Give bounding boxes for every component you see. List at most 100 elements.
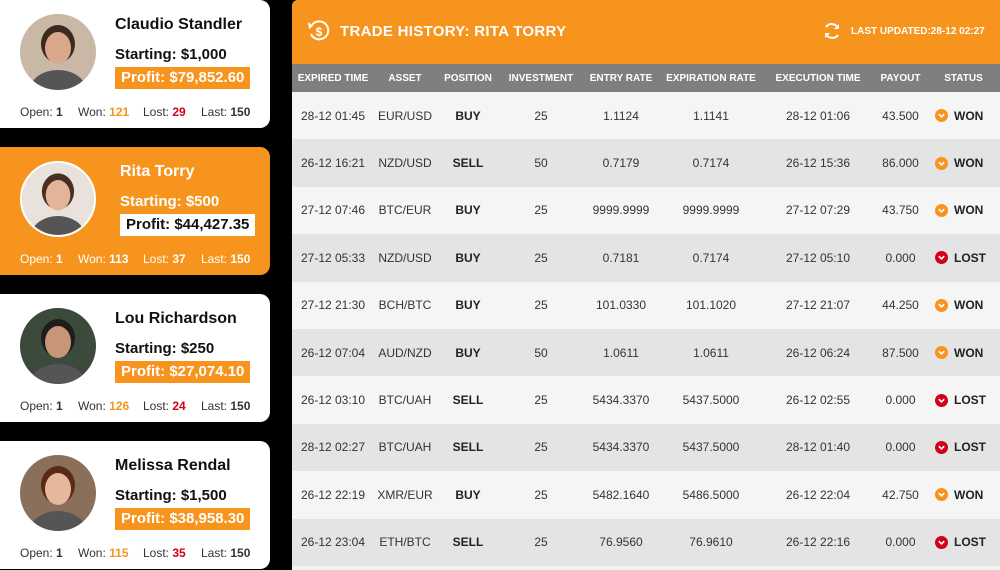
- cell-expired-time: 28-12 02:27: [300, 440, 366, 455]
- stat-lost-value: 37: [172, 252, 186, 266]
- stat-open-label: Open:: [20, 105, 53, 119]
- table-row[interactable]: 27-12 21:30 BCH/BTC BUY 25 101.0330 101.1020 2…: [292, 281, 1000, 329]
- avatar: [20, 308, 96, 384]
- table-row[interactable]: 26-12 07:04 AUD/NZD BUY 50 1.0611 1.0611 26-12…: [292, 328, 1000, 377]
- status-text: LOST: [954, 393, 986, 408]
- cell-expired-time: 26-12 03:10: [300, 393, 366, 408]
- cell-position: BUY: [455, 298, 481, 313]
- stat-open-value: 1: [56, 546, 63, 560]
- col-expired-time[interactable]: EXPIRED TIME: [297, 72, 369, 84]
- cell-position: SELL: [452, 393, 484, 408]
- table-row[interactable]: 26-12 22:19 XMR/EUR BUY 25 5482.1640 5486.500…: [292, 471, 1000, 519]
- table-row[interactable]: 27-12 07:46 BTC/EUR BUY 25 9999.9999 9999.999…: [292, 186, 1000, 235]
- stat-won-value: 115: [109, 546, 129, 560]
- trade-history-panel: $ TRADE HISTORY: RITA TORRY LAST UPDATED…: [292, 0, 1000, 570]
- stat-open: Open: 1: [20, 399, 63, 413]
- table-row[interactable]: 26-12 23:04 ETH/BTC SELL 25 76.9560 76.9610 26…: [292, 518, 1000, 566]
- cell-investment: 25: [534, 487, 548, 502]
- cell-asset: XMR/EUR: [377, 487, 433, 502]
- stat-lost-label: Lost:: [143, 399, 170, 413]
- status-text: WON: [954, 487, 984, 502]
- cell-status: WON: [927, 282, 1000, 329]
- stat-last: Last: 150: [201, 105, 250, 119]
- profit-badge: Profit: $38,958.30: [115, 508, 251, 530]
- cell-status: LOST: [927, 234, 1000, 281]
- cell-position: BUY: [455, 487, 481, 502]
- cell-expiration-rate: 76.9610: [689, 535, 733, 550]
- trader-card[interactable]: Melissa Rendal Starting: $1,500 Profit: $3…: [0, 441, 270, 569]
- trader-name: Claudio Standler: [115, 16, 243, 33]
- cell-investment: 25: [534, 298, 548, 313]
- cell-investment: 50: [534, 345, 548, 360]
- col-investment[interactable]: INVESTMENT: [508, 72, 574, 84]
- cell-position: BUY: [455, 250, 481, 265]
- cell-expired-time: 28-12 01:45: [300, 108, 366, 123]
- table-row[interactable]: 26-12 16:21 NZD/USD SELL 50 0.7179 0.7174 26-1…: [292, 139, 1000, 187]
- stat-won: Won: 126: [78, 399, 129, 413]
- stat-open: Open: 1: [20, 252, 63, 266]
- stat-last-label: Last:: [201, 252, 228, 266]
- col-expiration-rate[interactable]: EXPIRATION RATE: [666, 72, 756, 84]
- stat-last-value: 150: [230, 399, 251, 413]
- cell-investment: 25: [534, 203, 548, 218]
- col-entry-rate[interactable]: ENTRY RATE: [589, 72, 653, 84]
- col-position[interactable]: POSITION: [444, 72, 492, 84]
- stat-won: Won: 113: [78, 252, 129, 266]
- cell-status: LOST: [927, 424, 1000, 471]
- table-row[interactable]: 28-12 02:27 BTC/UAH SELL 25 5434.3370 5437.50…: [292, 423, 1000, 472]
- dollar-back-icon: $: [308, 20, 330, 41]
- stat-won-value: 113: [109, 252, 129, 266]
- starting-balance: Starting: $250: [115, 340, 215, 357]
- stat-won-value: 126: [109, 399, 130, 413]
- cell-entry-rate: 0.7181: [602, 250, 640, 265]
- cell-expiration-rate: 101.1020: [685, 298, 737, 313]
- stat-lost: Lost: 37: [143, 252, 186, 266]
- stat-last-value: 150: [230, 546, 251, 560]
- refresh-icon[interactable]: [822, 21, 842, 41]
- won-check-icon: [935, 298, 948, 312]
- cell-expired-time: 26-12 22:19: [300, 487, 366, 502]
- table-row[interactable]: 27-12 05:33 NZD/USD BUY 25 0.7181 0.7174 27-12…: [292, 234, 1000, 282]
- table-row[interactable]: 26-12 03:10 BTC/UAH SELL 25 5434.3370 5437.50…: [292, 376, 1000, 424]
- cell-status: WON: [927, 471, 1000, 518]
- cell-status: WON: [927, 187, 1000, 234]
- svg-text:$: $: [316, 25, 323, 39]
- cell-asset: BTC/UAH: [378, 440, 432, 455]
- cell-investment: 25: [534, 250, 548, 265]
- cell-expiration-rate: 0.7174: [692, 250, 730, 265]
- trader-card[interactable]: Claudio Standler Starting: $1,000 Profit: …: [0, 0, 270, 128]
- cell-asset: BTC/UAH: [378, 393, 432, 408]
- stat-won: Won: 115: [78, 546, 129, 560]
- cell-payout: 42.750: [882, 487, 919, 502]
- cell-expired-time: 27-12 21:30: [300, 298, 366, 313]
- col-asset[interactable]: ASSET: [388, 72, 422, 84]
- cell-entry-rate: 1.0611: [603, 345, 639, 360]
- cell-payout: 0.000: [885, 250, 916, 265]
- panel-header: $ TRADE HISTORY: RITA TORRY LAST UPDATED…: [292, 0, 1000, 64]
- stat-won-label: Won:: [78, 252, 106, 266]
- starting-balance: Starting: $1,500: [115, 487, 227, 504]
- table-row[interactable]: 28-12 01:45 EUR/USD BUY 25 1.1124 1.1141 28-12…: [292, 92, 1000, 140]
- stat-lost-label: Lost:: [143, 105, 170, 119]
- col-status[interactable]: STATUS: [944, 72, 983, 84]
- cell-expired-time: 27-12 07:46: [300, 203, 366, 218]
- won-check-icon: [935, 109, 948, 123]
- status-text: WON: [954, 108, 984, 123]
- avatar: [20, 14, 96, 90]
- cell-execution-time: 27-12 21:07: [785, 298, 851, 313]
- cell-asset: AUD/NZD: [378, 345, 432, 360]
- cell-position: SELL: [452, 440, 484, 455]
- cell-position: SELL: [452, 156, 484, 171]
- cell-status: LOST: [927, 519, 1000, 566]
- col-payout[interactable]: PAYOUT: [880, 72, 921, 84]
- profit-badge: Profit: $79,852.60: [115, 67, 251, 89]
- cell-execution-time: 26-12 15:36: [785, 156, 851, 171]
- trader-card[interactable]: Rita Torry Starting: $500 Profit: $44,427.…: [0, 147, 270, 275]
- stat-won: Won: 121: [78, 105, 129, 119]
- cell-payout: 0.000: [885, 535, 916, 550]
- stat-last-label: Last:: [201, 105, 228, 119]
- cell-expiration-rate: 1.0611: [693, 345, 729, 360]
- status-text: WON: [954, 156, 984, 171]
- trader-card[interactable]: Lou Richardson Starting: $250 Profit: $27,…: [0, 294, 270, 422]
- col-execution-time[interactable]: EXECUTION TIME: [775, 72, 861, 84]
